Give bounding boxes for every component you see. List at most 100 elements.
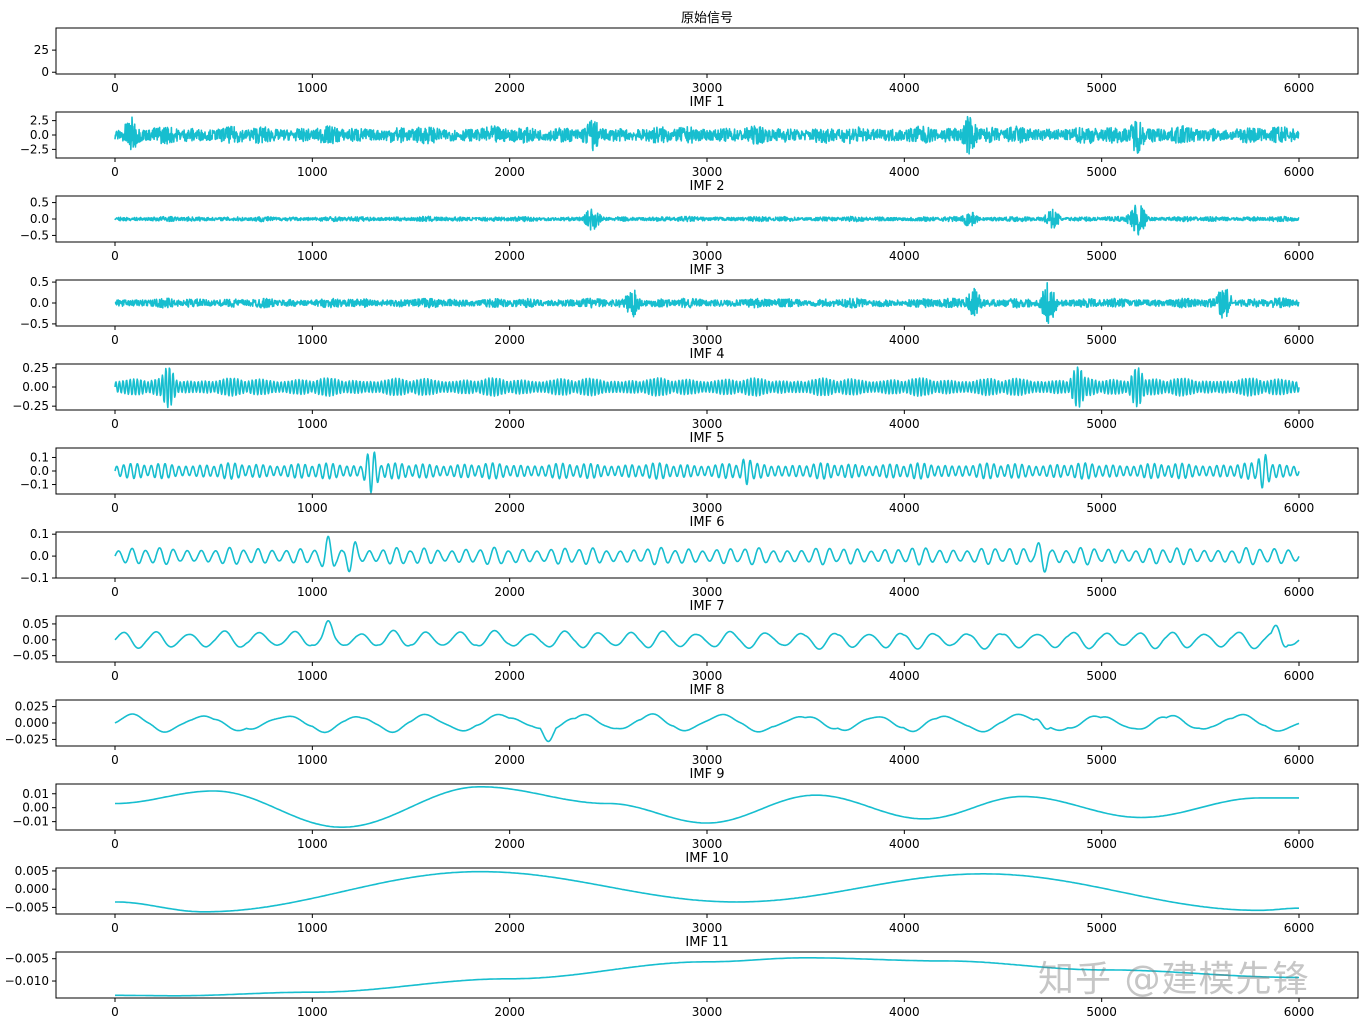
y-tick-label: 25 (34, 43, 49, 57)
x-tick-label: 2000 (494, 81, 525, 95)
x-tick-label: 0 (111, 669, 119, 683)
x-tick-label: 5000 (1086, 753, 1117, 767)
x-tick-label: 4000 (889, 501, 920, 515)
x-tick-label: 3000 (692, 249, 723, 263)
series-line (114, 713, 1300, 743)
subplot-title: IMF 4 (690, 347, 725, 362)
x-tick-label: 3000 (692, 417, 723, 431)
x-tick-label: 0 (111, 333, 119, 347)
y-tick-label: −2.5 (20, 142, 49, 156)
y-tick-label: −0.01 (12, 815, 49, 829)
x-tick-label: 0 (111, 249, 119, 263)
y-tick-label: 0.25 (22, 361, 49, 375)
x-tick-label: 2000 (494, 417, 525, 431)
x-tick-label: 6000 (1284, 501, 1315, 515)
x-tick-label: 1000 (297, 165, 328, 179)
y-tick-label: 0.00 (22, 801, 49, 815)
subplot-title: IMF 9 (690, 767, 725, 782)
x-tick-label: 4000 (889, 417, 920, 431)
x-tick-label: 3000 (692, 585, 723, 599)
subplot-8: IMF 8 0.025 0.000 −0.025 0 1000 2000 3000 4000 50… (5, 683, 1359, 767)
subplot-title: IMF 2 (690, 179, 725, 194)
x-tick-label: 5000 (1086, 837, 1117, 851)
y-tick-label: −0.5 (20, 317, 49, 331)
y-tick-label: −0.5 (20, 228, 49, 242)
x-tick-label: 6000 (1284, 249, 1315, 263)
subplot-4: IMF 4 0.25 0.00 −0.25 0 1000 2000 3000 4000 5000 6… (12, 347, 1359, 431)
x-tick-label: 0 (111, 837, 119, 851)
x-tick-label: 5000 (1086, 501, 1117, 515)
y-tick-label: 0 (41, 65, 49, 79)
y-tick-label: 0.5 (30, 196, 49, 210)
subplot-title: 原始信号 (681, 11, 733, 26)
x-tick-label: 3000 (692, 753, 723, 767)
y-tick-label: 0.0 (30, 549, 49, 563)
y-tick-label: −0.1 (20, 478, 49, 492)
x-tick-label: 4000 (889, 669, 920, 683)
subplot-title: IMF 8 (690, 683, 725, 698)
x-tick-label: 6000 (1284, 81, 1315, 95)
series-line (115, 786, 1299, 828)
x-tick-label: 2000 (494, 333, 525, 347)
x-tick-label: 0 (111, 921, 119, 935)
y-tick-label: 0.0 (30, 212, 49, 226)
subplot-title: IMF 7 (690, 599, 725, 614)
x-tick-label: 3000 (692, 333, 723, 347)
x-tick-label: 1000 (297, 333, 328, 347)
x-tick-label: 4000 (889, 753, 920, 767)
subplot-0: 原始信号 0 25 0 1000 2000 3000 4000 5000 6000 (34, 11, 1359, 95)
y-tick-label: 0.025 (15, 700, 49, 714)
y-tick-label: 0.01 (22, 787, 49, 801)
x-tick-label: 4000 (889, 837, 920, 851)
x-tick-label: 4000 (889, 333, 920, 347)
x-tick-label: 1000 (297, 753, 328, 767)
x-tick-label: 1000 (297, 837, 328, 851)
x-tick-label: 6000 (1284, 753, 1315, 767)
x-tick-label: 1000 (297, 585, 328, 599)
x-tick-label: 1000 (297, 669, 328, 683)
x-tick-label: 2000 (494, 753, 525, 767)
x-tick-label: 0 (111, 1005, 119, 1019)
subplot-10: IMF 10 0.005 0.000 −0.005 0 1000 2000 3000 4000 5… (5, 851, 1359, 935)
x-tick-label: 6000 (1284, 417, 1315, 431)
x-tick-label: 0 (111, 417, 119, 431)
x-tick-label: 1000 (297, 81, 328, 95)
x-tick-label: 2000 (494, 921, 525, 935)
x-tick-label: 5000 (1086, 921, 1117, 935)
axes-frame (55, 27, 1359, 75)
x-tick-label: 2000 (494, 165, 525, 179)
y-tick-label: 0.0 (30, 128, 49, 142)
x-tick-label: 3000 (692, 921, 723, 935)
x-tick-label: 4000 (889, 921, 920, 935)
x-tick-label: 2000 (494, 585, 525, 599)
x-tick-label: 3000 (692, 1005, 723, 1019)
series-line (114, 282, 1300, 324)
series-line (115, 870, 1299, 913)
y-tick-label: 0.0 (30, 296, 49, 310)
x-tick-label: 3000 (692, 501, 723, 515)
y-tick-label: 0.00 (22, 380, 49, 394)
y-tick-label: 0.1 (30, 527, 49, 541)
x-tick-label: 2000 (494, 669, 525, 683)
x-tick-label: 2000 (494, 249, 525, 263)
y-tick-label: 0.000 (15, 716, 49, 730)
subplot-1: IMF 1 2.50.0−2.5 0 1000 2000 3000 4000 5000 6000 (20, 95, 1359, 179)
x-tick-label: 2000 (494, 1005, 525, 1019)
x-tick-label: 3000 (692, 81, 723, 95)
series-line (114, 451, 1300, 494)
y-tick-label: −0.1 (20, 571, 49, 585)
x-tick-label: 0 (111, 753, 119, 767)
series-line (114, 366, 1300, 409)
y-tick-label: 0.5 (30, 275, 49, 289)
x-tick-label: 0 (111, 585, 119, 599)
y-tick-label: −0.25 (12, 399, 49, 413)
x-tick-label: 2000 (494, 837, 525, 851)
y-tick-label: −0.005 (5, 900, 49, 914)
x-tick-label: 5000 (1086, 585, 1117, 599)
y-tick-label: 0.00 (22, 633, 49, 647)
x-tick-label: 5000 (1086, 249, 1117, 263)
series-line (114, 620, 1300, 650)
subplot-2: IMF 2 0.5 0.0 −0.5 0 1000 2000 3000 4000 5000 6000 (20, 179, 1359, 263)
x-tick-label: 5000 (1086, 333, 1117, 347)
